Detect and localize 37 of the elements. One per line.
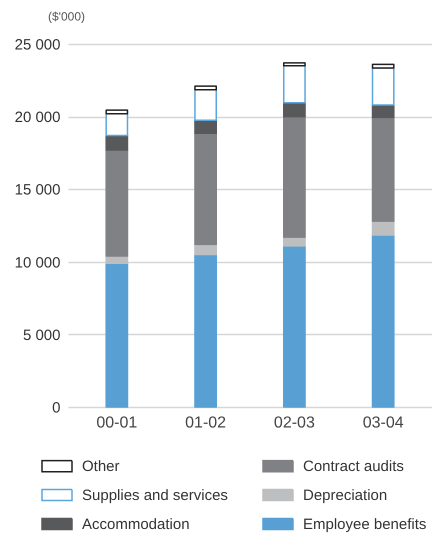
y-tick-label: 5 000 [22,326,60,344]
bar [105,112,128,136]
x-tick-label: 03-04 [362,414,404,432]
bar [372,67,395,106]
y-tick-label: 15 000 [14,182,60,199]
bar [282,236,306,247]
bar [105,255,128,264]
bar [282,245,306,408]
bar [194,88,218,121]
bar [372,234,395,408]
bar [194,254,218,408]
y-tick-label: 10 000 [14,254,60,272]
bar [105,262,128,408]
bar [105,149,128,257]
y-tick-label: 0 [52,400,60,416]
bar [372,220,395,236]
x-tick-label: 02-03 [274,414,315,432]
bar [282,102,306,118]
bar [105,134,128,151]
legend-label: Depreciation [303,487,388,504]
bar [194,132,218,246]
legend-label: Accommodation [82,516,190,533]
bar [372,116,395,222]
bar [372,104,395,118]
bar [282,116,306,238]
bar [282,65,306,104]
x-tick-label: 00-01 [96,414,138,432]
y-tick-label: 20 000 [14,109,60,126]
y-tick-label: 25 000 [14,36,60,54]
bar [194,119,218,134]
bar [194,244,218,256]
legend-label: Supplies and services [82,487,228,504]
legend-label: Other [82,458,120,476]
y-axis-title: ($'000) [48,10,85,24]
legend-label: Employee benefits [303,516,426,533]
x-tick-label: 01-02 [185,414,226,432]
legend-label: Contract audits [303,458,404,476]
